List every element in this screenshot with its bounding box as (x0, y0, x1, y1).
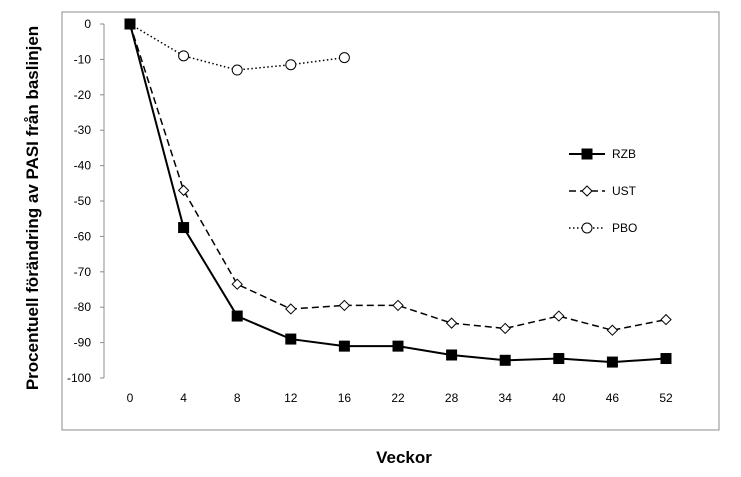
series-layer (124, 18, 672, 368)
plot-area-frame (61, 11, 720, 431)
data-point-rzb (553, 353, 565, 365)
data-point-pbo (285, 59, 297, 71)
series-ust (124, 18, 672, 336)
x-axis-title: Veckor (376, 448, 432, 467)
x-tick-label: 34 (499, 391, 513, 405)
x-tick-label: 22 (391, 391, 405, 405)
y-tick-label: -100 (67, 371, 91, 385)
data-point-rzb (392, 340, 404, 352)
series-line-pbo (129, 23, 345, 71)
series-rzb (124, 18, 672, 368)
x-tick-label: 46 (606, 391, 620, 405)
x-tick-label: 16 (338, 391, 352, 405)
data-point-rzb (178, 222, 190, 234)
data-point-ust (606, 324, 619, 336)
data-point-rzb (124, 18, 136, 30)
series-line-ust (129, 23, 667, 331)
x-tick-label: 12 (284, 391, 298, 405)
x-tick-label: 40 (552, 391, 566, 405)
y-tick-label: -70 (74, 265, 92, 279)
data-point-ust (231, 278, 243, 290)
data-point-rzb (231, 310, 243, 322)
data-point-rzb (499, 354, 511, 366)
y-tick-label: 0 (84, 17, 91, 31)
y-tick-label: -30 (74, 123, 92, 137)
y-tick-label: -90 (74, 336, 92, 350)
data-point-ust (660, 313, 672, 326)
data-point-ust (338, 299, 351, 312)
legend-item-ust: UST (569, 184, 637, 198)
data-point-pbo (338, 52, 350, 64)
data-point-rzb (338, 340, 350, 352)
legend-item-pbo: PBO (569, 221, 637, 235)
data-point-ust (392, 299, 404, 312)
data-point-rzb (660, 353, 672, 365)
x-tick-label: 28 (445, 391, 459, 405)
data-point-ust (499, 322, 511, 335)
data-point-pbo (178, 50, 190, 62)
legend-marker (581, 148, 593, 160)
x-tick-label: 52 (659, 391, 673, 405)
y-tick-label: -60 (74, 229, 92, 243)
y-tick-label: -10 (74, 52, 92, 66)
legend-label: PBO (612, 221, 637, 235)
legend: RZB UST PBO (569, 147, 637, 235)
x-tick-label: 4 (180, 391, 187, 405)
y-tick-label: -40 (74, 159, 92, 173)
y-tick-label: -20 (74, 88, 92, 102)
x-axis: 0 4 8 12 16 22 28 34 40 46 52 (127, 391, 673, 405)
y-tick-label: -50 (74, 194, 92, 208)
legend-item-rzb: RZB (569, 147, 636, 161)
y-axis: 0 -10 -20 -30 -40 -50 -60 -70 -80 -90 -100 (67, 17, 105, 385)
series-pbo (124, 18, 350, 76)
data-point-ust (445, 317, 458, 329)
data-point-rzb (446, 349, 458, 361)
legend-label: RZB (612, 147, 636, 161)
y-tick-label: -80 (74, 300, 92, 314)
legend-marker (581, 185, 593, 197)
data-point-ust (553, 310, 565, 322)
data-point-rzb (606, 356, 618, 368)
data-point-rzb (285, 333, 297, 345)
x-tick-label: 8 (234, 391, 241, 405)
legend-label: UST (612, 184, 637, 198)
data-point-ust (285, 303, 297, 315)
x-tick-label: 0 (127, 391, 134, 405)
data-point-pbo (231, 64, 243, 76)
data-point-ust (177, 184, 190, 197)
legend-marker (581, 222, 593, 234)
y-axis-title: Procentuell förändring av PASI från basl… (23, 26, 42, 390)
